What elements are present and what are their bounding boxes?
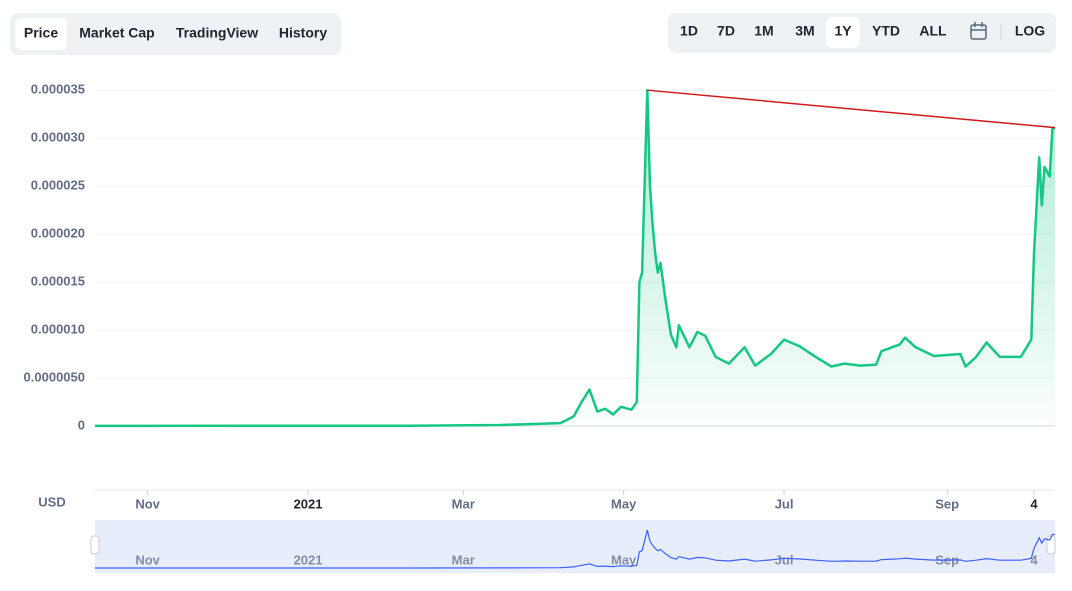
navigator-tick-label: Jul	[775, 552, 794, 567]
y-tick-label: 0.000010	[31, 321, 85, 336]
x-tick-label: Mar	[452, 496, 475, 511]
navigator-tick-label: May	[611, 552, 637, 567]
navigator-handle[interactable]	[90, 535, 100, 555]
y-tick-label: 0.000030	[31, 130, 85, 145]
range-button[interactable]: 7D	[717, 23, 735, 39]
area	[95, 90, 1055, 426]
range-button[interactable]: 1M	[754, 23, 773, 39]
currency-label: USD	[38, 494, 65, 509]
range-button[interactable]: 1Y	[834, 23, 852, 39]
range-button[interactable]: ALL	[919, 23, 947, 39]
tab-active-bg	[15, 18, 67, 50]
navigator-tick-label: 2021	[294, 552, 323, 567]
range-bar	[668, 13, 1056, 53]
navigator-line	[95, 530, 1056, 569]
navigator-tick-label: 4	[1030, 552, 1038, 567]
x-tick-label: 2021	[294, 496, 323, 511]
y-tick-label: 0.000035	[31, 82, 85, 97]
x-tick-label: Sep	[935, 496, 959, 511]
x-tick-label: Nov	[135, 496, 160, 511]
navigator	[95, 520, 1055, 573]
price-line	[94, 88, 1056, 428]
navigator-tick-label: Nov	[135, 552, 160, 567]
range-button[interactable]: YTD	[872, 23, 900, 39]
tab[interactable]: History	[279, 25, 327, 41]
navigator-handle[interactable]	[1046, 535, 1056, 555]
tab[interactable]: Price	[24, 25, 58, 41]
x-tick-label: 4	[1030, 496, 1038, 511]
range-button[interactable]: 3M	[795, 23, 814, 39]
tab[interactable]: TradingView	[176, 25, 258, 41]
x-tick-label: Jul	[775, 496, 794, 511]
calendar-icon[interactable]	[970, 22, 987, 40]
x-tick-label: May	[611, 496, 637, 511]
navigator-tick-label: Mar	[452, 552, 475, 567]
y-tick-label: 0	[78, 417, 85, 432]
y-tick-label: 0.0000050	[24, 369, 85, 384]
tab-bar	[10, 13, 341, 55]
log-button[interactable]: LOG	[1015, 23, 1045, 39]
tab[interactable]: Market Cap	[79, 25, 154, 41]
trend-line	[647, 89, 1056, 129]
range-button[interactable]: 1D	[680, 23, 698, 39]
y-tick-label: 0.000015	[31, 274, 85, 289]
y-tick-label: 0.000025	[31, 178, 85, 193]
range-active-bg	[826, 17, 860, 48]
y-tick-label: 0.000020	[31, 226, 85, 241]
